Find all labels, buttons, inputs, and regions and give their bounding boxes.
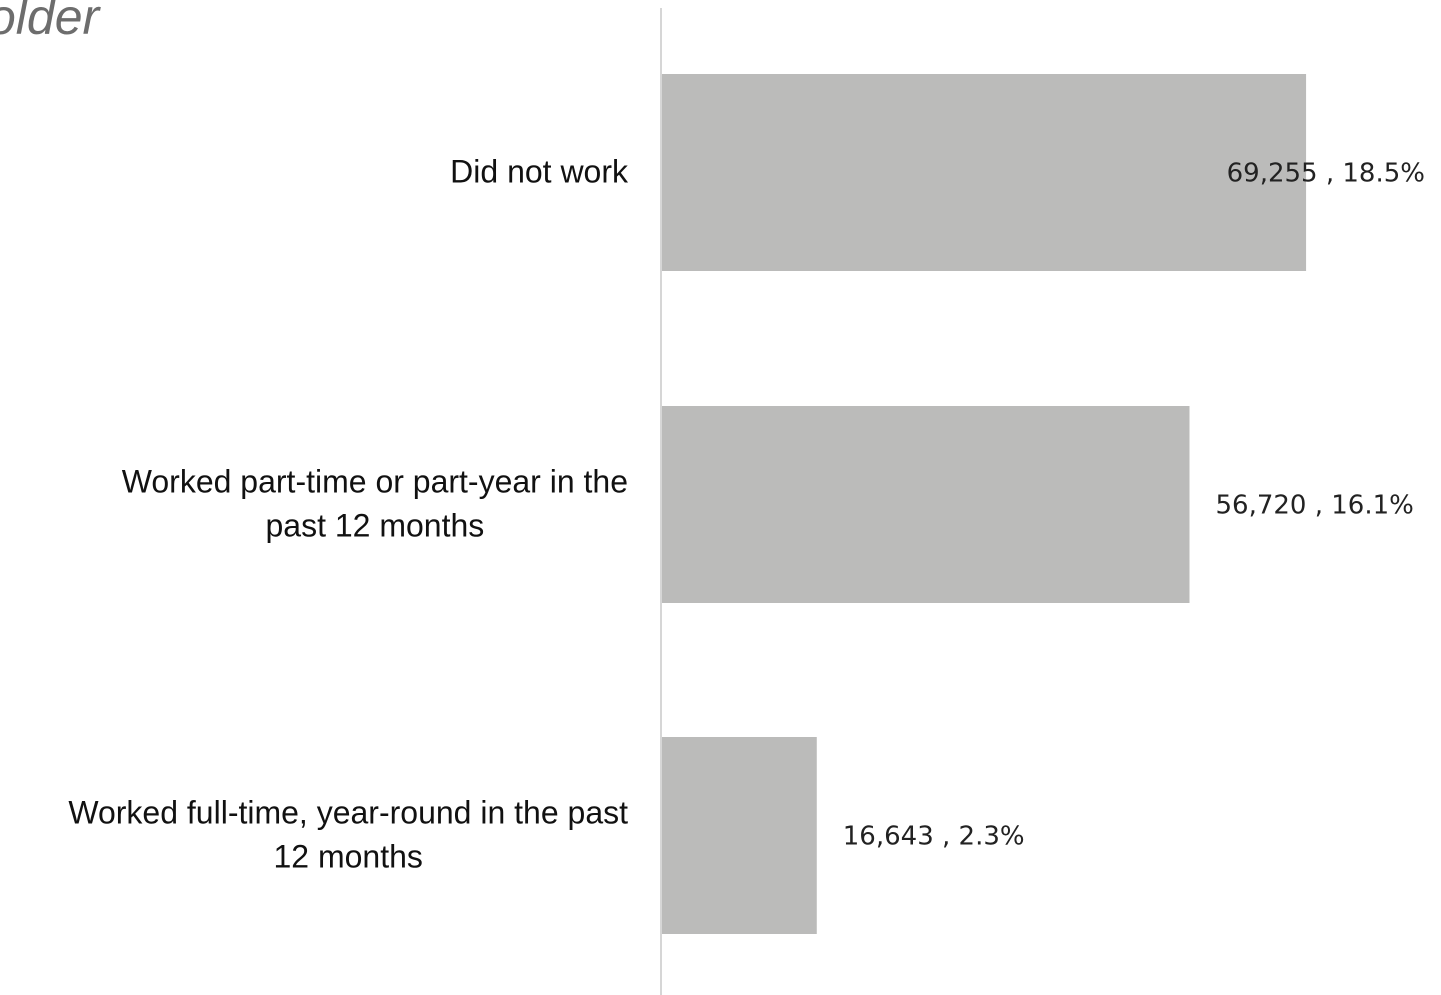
chart-title: older: [0, 0, 102, 45]
category-label-3: Worked full-time, year-round in the past…: [68, 795, 628, 875]
category-label-2: Worked part-time or part-year in the past…: [122, 464, 628, 544]
bar-2: [662, 406, 1190, 603]
bar-3: [662, 737, 817, 934]
data-labels-group: 69,255 , 18.5% 56,720 , 16.1% 16,643 , 2.3…: [843, 159, 1425, 852]
category-label-line: Worked full-time, year-round in the past: [68, 795, 628, 831]
bars-group: [662, 74, 1307, 934]
category-label-line: past 12 months: [265, 508, 484, 544]
bar-1: [662, 74, 1307, 271]
data-label-2: 56,720 , 16.1%: [1215, 491, 1413, 521]
data-label-3: 16,643 , 2.3%: [843, 822, 1025, 852]
category-label-line: 12 months: [273, 839, 422, 875]
data-label-1: 69,255 , 18.5%: [1227, 159, 1425, 189]
category-labels-group: Did not work Worked part-time or part-yea…: [68, 154, 629, 875]
category-label-line: Did not work: [450, 154, 629, 190]
category-label-line: Worked part-time or part-year in the: [122, 464, 628, 500]
category-label-1: Did not work: [450, 154, 629, 190]
